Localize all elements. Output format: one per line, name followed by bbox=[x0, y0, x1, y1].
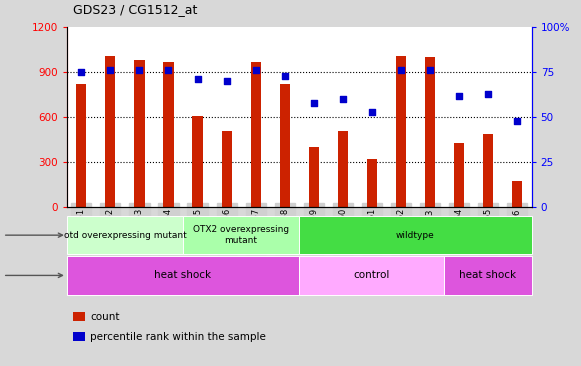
Point bbox=[193, 76, 202, 82]
Bar bbox=[367, 159, 377, 207]
Bar bbox=[512, 181, 522, 207]
Point bbox=[222, 78, 231, 84]
Text: control: control bbox=[354, 270, 390, 280]
Point bbox=[309, 100, 318, 106]
Text: strain: strain bbox=[0, 230, 63, 240]
Point bbox=[135, 68, 144, 74]
Bar bbox=[134, 60, 145, 207]
Bar bbox=[425, 57, 435, 207]
Bar bbox=[183, 216, 299, 254]
Point bbox=[338, 96, 347, 102]
Bar bbox=[338, 131, 348, 207]
Bar bbox=[221, 131, 232, 207]
Point bbox=[396, 68, 406, 74]
Bar bbox=[250, 62, 261, 207]
Text: wildtype: wildtype bbox=[396, 231, 435, 240]
Text: shock: shock bbox=[0, 270, 63, 280]
Point bbox=[280, 73, 289, 79]
Bar bbox=[444, 256, 532, 295]
Point bbox=[425, 68, 435, 74]
Bar bbox=[483, 134, 493, 207]
Bar bbox=[105, 56, 116, 207]
Text: GDS23 / CG1512_at: GDS23 / CG1512_at bbox=[73, 3, 197, 16]
Bar bbox=[76, 84, 87, 207]
Bar bbox=[279, 84, 290, 207]
Point bbox=[251, 68, 260, 74]
Point bbox=[512, 118, 522, 124]
Point bbox=[454, 93, 464, 98]
Bar bbox=[309, 147, 319, 207]
Bar bbox=[67, 216, 183, 254]
Bar bbox=[192, 116, 203, 207]
Bar bbox=[454, 142, 464, 207]
Bar bbox=[396, 56, 406, 207]
Bar bbox=[299, 256, 444, 295]
Point bbox=[164, 68, 173, 74]
Text: percentile rank within the sample: percentile rank within the sample bbox=[90, 332, 266, 342]
Point bbox=[367, 109, 376, 115]
Text: OTX2 overexpressing
mutant: OTX2 overexpressing mutant bbox=[193, 225, 289, 245]
Point bbox=[77, 69, 86, 75]
Bar bbox=[67, 256, 299, 295]
Text: count: count bbox=[90, 311, 120, 322]
Text: heat shock: heat shock bbox=[460, 270, 517, 280]
Text: heat shock: heat shock bbox=[155, 270, 211, 280]
Bar bbox=[163, 62, 174, 207]
Text: otd overexpressing mutant: otd overexpressing mutant bbox=[63, 231, 187, 240]
Point bbox=[483, 91, 493, 97]
Bar bbox=[299, 216, 532, 254]
Point bbox=[106, 68, 115, 74]
